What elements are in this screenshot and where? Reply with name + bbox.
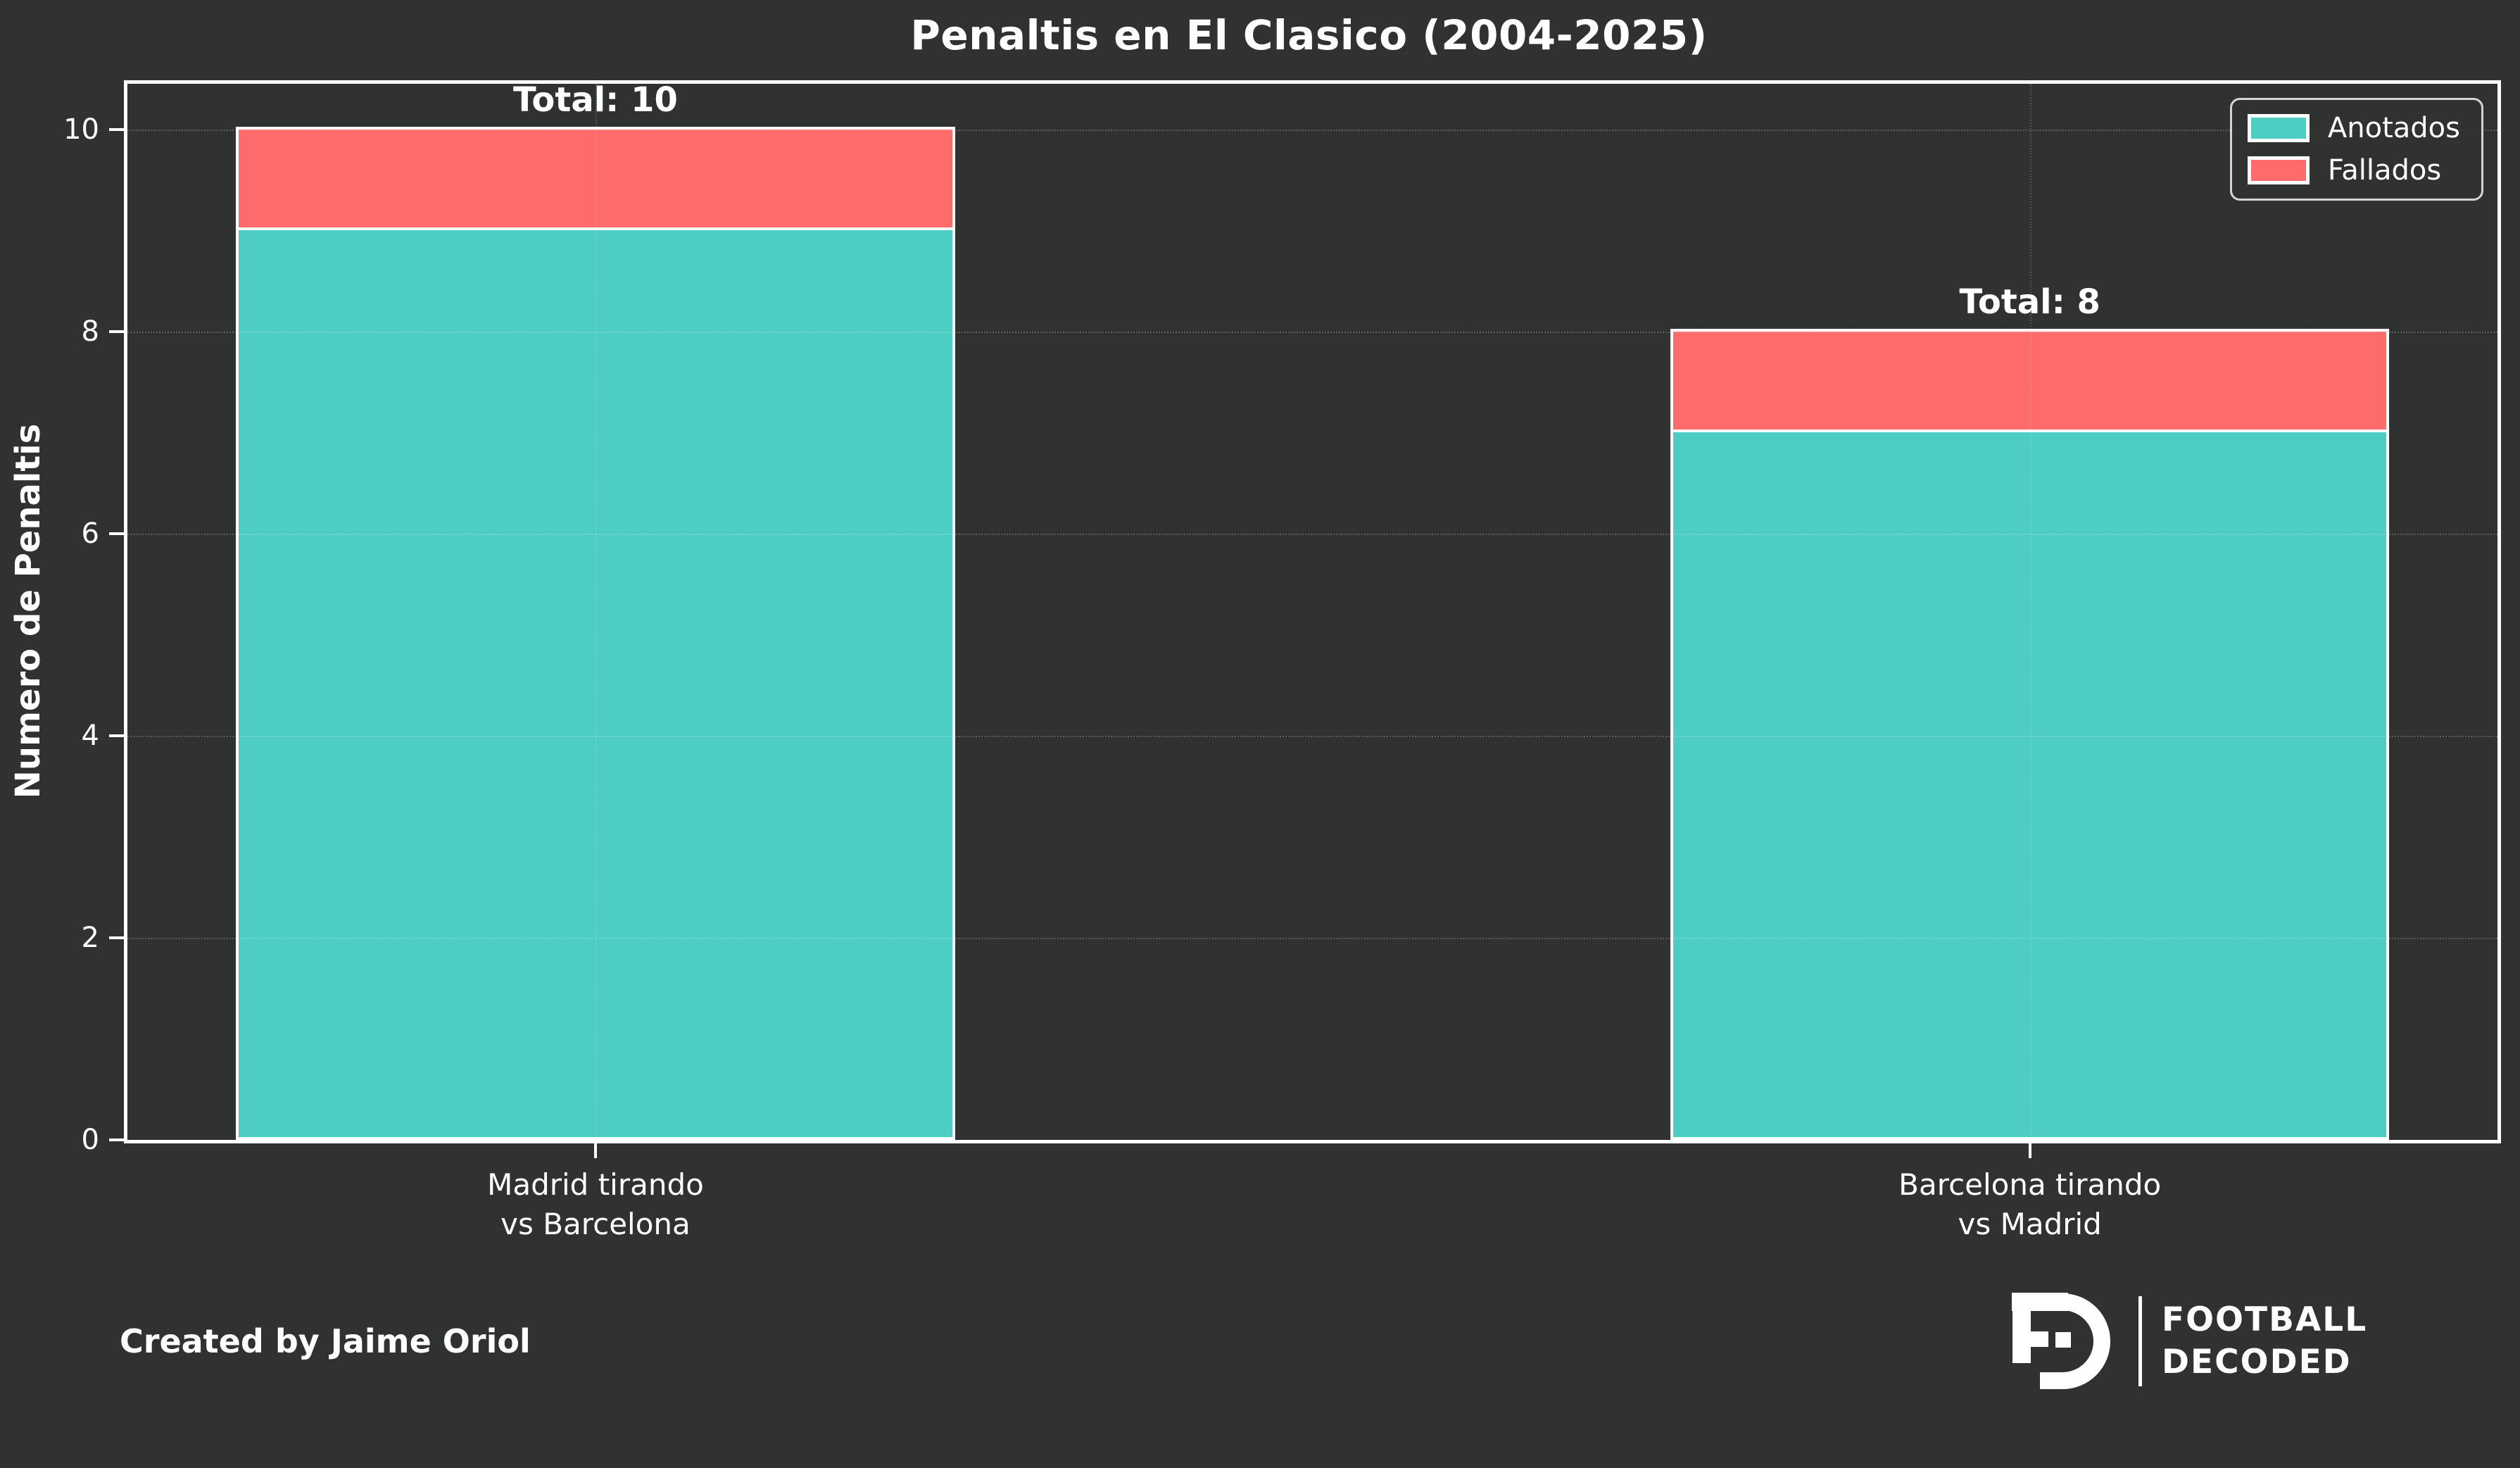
total-label-1: Total: 8 <box>1959 282 2100 322</box>
fd-monogram-icon <box>2012 1293 2110 1389</box>
y-tick-4 <box>109 734 124 737</box>
legend: Anotados Fallados <box>2229 98 2483 201</box>
bar-1-fallados <box>1670 328 2390 433</box>
legend-item-anotados: Anotados <box>2247 112 2460 144</box>
logo-text-line1: FOOTBALL <box>2162 1300 2368 1339</box>
bar-0-anotados <box>236 227 955 1140</box>
logo-text-line2: DECODED <box>2162 1343 2352 1381</box>
y-tick-6 <box>109 532 124 535</box>
y-tick-label-10: 10 <box>63 113 99 146</box>
y-tick-label-8: 8 <box>81 315 99 348</box>
y-tick-2 <box>109 936 124 939</box>
brand-logo: FOOTBALL DECODED <box>2012 1293 2367 1390</box>
legend-item-fallados: Fallados <box>2247 154 2460 187</box>
x-tick-label-0: Madrid tirando vs Barcelona <box>487 1167 704 1241</box>
y-tick-label-6: 6 <box>81 517 99 550</box>
bar-0-fallados <box>236 126 955 231</box>
y-tick-label-2: 2 <box>81 921 99 954</box>
plot-area: Anotados Fallados 0 2 4 6 8 10 Total: 10 Madrid … <box>63 80 2501 1241</box>
chart-title: Penaltis en El Clasico (2004-2025) <box>910 11 1708 59</box>
legend-swatch-fallados-icon <box>2247 156 2310 184</box>
logo-text: FOOTBALL DECODED <box>2162 1299 2367 1384</box>
bar-1-anotados <box>1670 429 2390 1140</box>
x-tick-1 <box>2028 1143 2031 1158</box>
y-tick-10 <box>109 127 124 131</box>
y-axis-label: Numero de Penaltis <box>8 423 48 799</box>
logo-divider <box>2138 1296 2142 1386</box>
legend-label-anotados: Anotados <box>2327 112 2460 144</box>
x-tick-0 <box>593 1143 597 1158</box>
y-tick-0 <box>109 1138 124 1141</box>
y-tick-label-0: 0 <box>81 1124 99 1156</box>
total-label-0: Total: 10 <box>513 80 678 120</box>
legend-label-fallados: Fallados <box>2327 154 2442 187</box>
credit-text: Created by Jaime Oriol <box>120 1322 531 1360</box>
legend-swatch-anotados-icon <box>2247 114 2310 142</box>
y-tick-label-4: 4 <box>81 719 99 752</box>
x-tick-label-1: Barcelona tirando vs Madrid <box>1898 1167 2162 1241</box>
y-tick-8 <box>109 330 124 333</box>
